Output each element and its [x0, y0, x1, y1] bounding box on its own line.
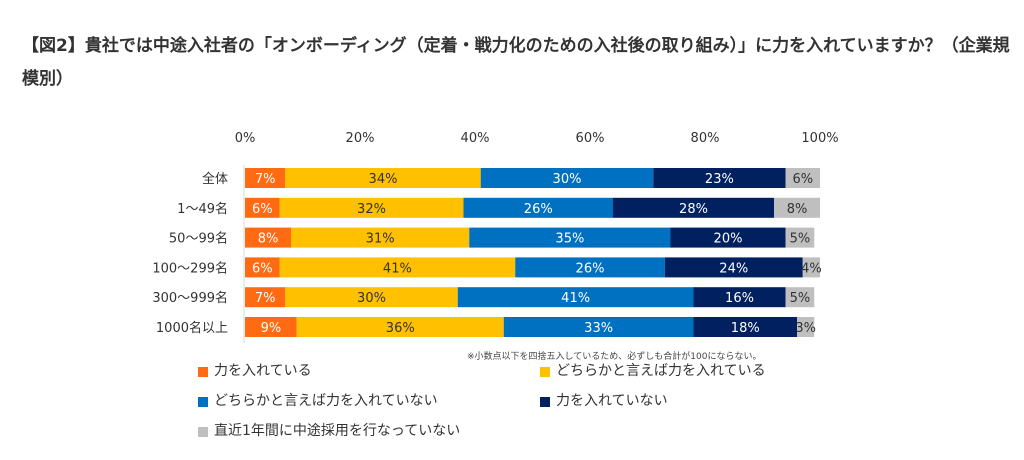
data-label: 20%: [714, 232, 743, 247]
bar-segment: [285, 287, 458, 308]
x-tick-label: 20%: [346, 131, 375, 146]
data-label: 28%: [679, 202, 708, 217]
bar-segment: [503, 317, 694, 337]
x-tick-label: 100%: [801, 131, 838, 146]
bar-segment: [291, 227, 470, 248]
legend-item: 直近1年間に中途採用を行なっていない: [198, 420, 460, 440]
legend-swatch: [198, 367, 208, 377]
category-label: 1000名以上: [156, 320, 228, 336]
x-tick-label: 40%: [461, 131, 490, 146]
bar-segment: [245, 257, 280, 278]
bar-segment: [670, 227, 786, 248]
bar-segment: [693, 287, 786, 308]
legend-swatch: [198, 427, 208, 437]
bar-segment: [797, 317, 815, 337]
data-label: 41%: [383, 261, 412, 276]
data-label: 30%: [357, 291, 386, 306]
bar-segment: [653, 168, 786, 188]
chart-title: 【図2】貴社では中途入社者の「オンボーディング（定着・戦力化のための入社後の取り…: [22, 36, 1010, 89]
bar-segment: [613, 197, 774, 218]
data-label: 5%: [790, 232, 811, 247]
data-label: 35%: [555, 232, 584, 247]
bar-segment: [245, 227, 291, 248]
bar-segment: [279, 257, 516, 278]
bar-segment: [245, 168, 286, 188]
bar-segment: [515, 257, 665, 278]
bar-segment: [469, 227, 671, 248]
bar-segment: [245, 197, 280, 218]
category-label: 300～999名: [152, 290, 228, 306]
legend-item: どちらかと言えば力を入れている: [540, 360, 766, 380]
x-tick-label: 0%: [235, 131, 256, 146]
data-label: 41%: [561, 291, 590, 306]
legend-label: 力を入れている: [214, 363, 312, 379]
data-label: 31%: [366, 232, 395, 247]
data-label: 16%: [725, 291, 754, 306]
bar-segment: [693, 317, 797, 337]
bar-segment: [774, 197, 820, 218]
data-label: 34%: [369, 172, 398, 187]
data-label: 7%: [255, 172, 276, 187]
data-label: 3%: [795, 321, 816, 336]
data-label: 4%: [801, 261, 822, 276]
bar-segment: [463, 197, 613, 218]
data-label: 26%: [524, 202, 553, 217]
bar-segment: [245, 287, 286, 308]
data-label: 8%: [258, 232, 279, 247]
footnote: ※小数点以下を四捨五入しているため、必ずしも合計が100にならない。: [467, 352, 762, 362]
legend-label: 力を入れていない: [556, 393, 668, 409]
category-label: 50～99名: [169, 231, 228, 247]
category-label: 全体: [202, 171, 228, 187]
bar-segment: [480, 168, 654, 188]
bar-segment: [285, 168, 481, 188]
data-label: 6%: [252, 261, 273, 276]
legend-item: 力を入れている: [198, 360, 312, 380]
data-label: 26%: [576, 261, 605, 276]
legend-swatch: [540, 367, 550, 377]
data-label: 18%: [731, 321, 760, 336]
data-label: 23%: [705, 172, 734, 187]
data-label: 6%: [792, 172, 813, 187]
bar-segment: [457, 287, 694, 308]
data-label: 7%: [255, 291, 276, 306]
bar-segment: [279, 197, 464, 218]
data-label: 30%: [553, 172, 582, 187]
bar-segment: [245, 317, 297, 337]
legend-item: どちらかと言えば力を入れていない: [198, 390, 438, 410]
category-label: 1～49名: [177, 201, 228, 217]
data-label: 36%: [386, 321, 415, 336]
data-label: 5%: [790, 291, 811, 306]
legend-label: どちらかと言えば力を入れている: [556, 363, 766, 379]
bar-segment: [785, 168, 820, 188]
x-tick-label: 80%: [691, 131, 720, 146]
data-label: 24%: [719, 261, 748, 276]
legend-swatch: [198, 397, 208, 407]
data-label: 33%: [584, 321, 613, 336]
data-label: 32%: [357, 202, 386, 217]
legend-item: 力を入れていない: [540, 390, 668, 410]
data-label: 6%: [252, 202, 273, 217]
bar-segment: [296, 317, 504, 337]
bar-segment: [785, 227, 815, 248]
legend-swatch: [540, 397, 550, 407]
bar-segment: [802, 257, 820, 278]
data-label: 8%: [787, 202, 808, 217]
legend-label: どちらかと言えば力を入れていない: [214, 393, 438, 409]
data-label: 9%: [261, 321, 282, 336]
legend-label: 直近1年間に中途採用を行なっていない: [214, 423, 461, 439]
bar-segment: [664, 257, 803, 278]
category-label: 100～299名: [152, 260, 228, 276]
x-tick-label: 60%: [576, 131, 605, 146]
bar-segment: [785, 287, 815, 308]
